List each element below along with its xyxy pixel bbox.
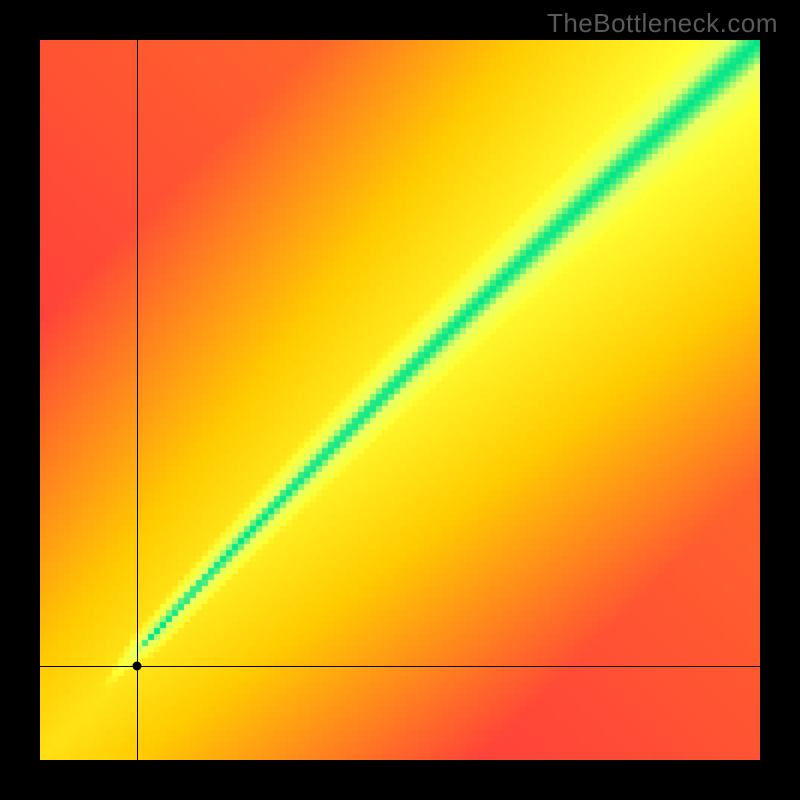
crosshair-horizontal bbox=[40, 666, 760, 667]
heatmap-canvas bbox=[40, 40, 760, 760]
plot-area bbox=[40, 40, 760, 760]
crosshair-point bbox=[133, 662, 142, 671]
crosshair-vertical bbox=[137, 40, 138, 760]
watermark-text: TheBottleneck.com bbox=[547, 8, 778, 39]
chart-frame: TheBottleneck.com bbox=[0, 0, 800, 800]
